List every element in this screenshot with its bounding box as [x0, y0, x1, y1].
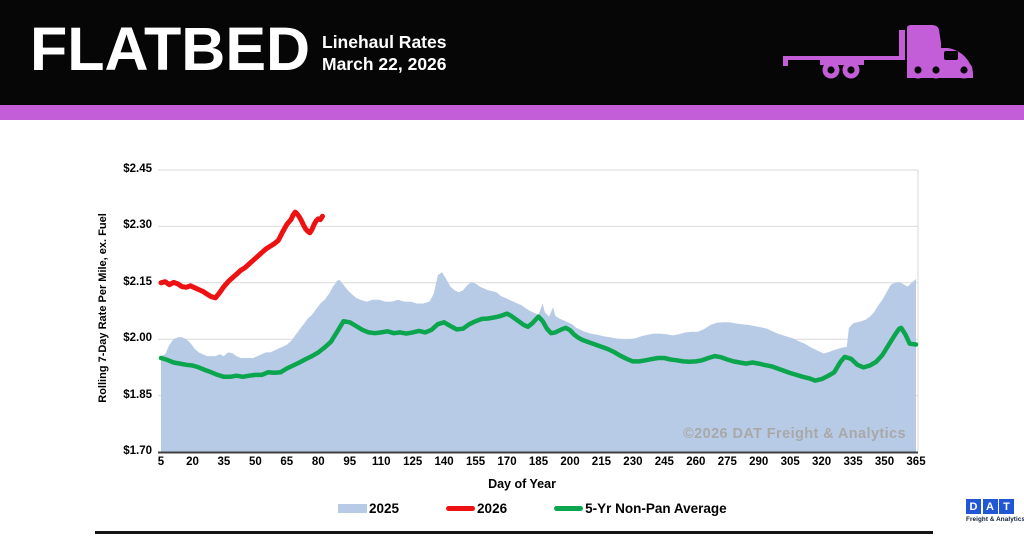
x-tick-label: 245 — [654, 456, 674, 468]
legend-label-2025: 2025 — [369, 501, 400, 516]
dat-logo: D A T Freight & Analytics — [966, 499, 1024, 523]
header-subtitle: Linehaul Rates March 22, 2026 — [322, 31, 447, 75]
series-line-2026 — [158, 209, 325, 301]
y-tick-label: $1.85 — [123, 388, 152, 401]
dat-logo-squares: D A T — [966, 499, 1016, 514]
x-tick-label: 200 — [560, 456, 580, 468]
dat-logo-square-d: D — [966, 499, 981, 514]
x-tick-label: 20 — [186, 456, 199, 468]
subtitle-line-1: Linehaul Rates — [322, 32, 447, 52]
x-tick-label: 170 — [497, 456, 517, 468]
y-tick-label: $1.70 — [123, 445, 152, 457]
bottom-border-line — [95, 531, 933, 534]
y-tick-label: $2.15 — [123, 275, 152, 288]
header-bar: FLATBED Linehaul Rates March 22, 2026 — [0, 0, 1024, 105]
x-tick-label: 260 — [686, 456, 706, 468]
x-tick-label: 365 — [906, 456, 926, 468]
y-tick-label: $2.00 — [123, 332, 152, 345]
chart-legend: 2025 2026 5-Yr Non-Pan Average — [338, 501, 727, 516]
x-tick-label: 230 — [623, 456, 643, 468]
dat-logo-caption: Freight & Analytics — [966, 515, 1024, 523]
x-tick-label: 35 — [217, 456, 231, 468]
x-tick-label: 65 — [280, 456, 294, 468]
watermark: ©2026 DAT Freight & Analytics — [683, 426, 906, 442]
y-tick-label: $2.45 — [123, 163, 152, 175]
dat-logo-square-t: T — [999, 499, 1014, 514]
x-tick-label: 290 — [749, 456, 769, 468]
dat-logo-square-a: A — [982, 499, 998, 514]
legend-item-5yr-average: 5-Yr Non-Pan Average — [554, 501, 727, 516]
x-tick-label: 320 — [812, 456, 832, 468]
purple-stripe — [0, 105, 1024, 120]
x-tick-label: 155 — [466, 456, 486, 468]
x-axis-title: Day of Year — [488, 477, 556, 491]
legend-label-2026: 2026 — [477, 501, 508, 516]
legend-swatch-5yr-average — [554, 506, 584, 511]
x-tick-label: 350 — [874, 456, 895, 468]
x-tick-label: 110 — [371, 456, 391, 468]
legend-item-2026: 2026 — [446, 501, 507, 516]
legend-label-5yr-average: 5-Yr Non-Pan Average — [585, 501, 727, 516]
x-tick-label: 275 — [717, 456, 737, 468]
x-tick-label: 125 — [403, 456, 423, 468]
x-tick-label: 215 — [591, 456, 611, 468]
y-axis-title: Rolling 7-Day Rate Per Mile, ex. Fuel — [97, 213, 109, 403]
x-tick-label: 80 — [311, 456, 325, 468]
legend-swatch-2026 — [446, 506, 476, 511]
x-tick-label: 140 — [434, 456, 454, 468]
subtitle-line-2: March 22, 2026 — [322, 54, 447, 74]
legend-item-2025: 2025 — [338, 501, 399, 516]
flatbed-truck-icon — [783, 25, 973, 79]
page-title: FLATBED — [30, 15, 311, 83]
x-tick-label: 185 — [528, 456, 549, 468]
x-tick-label: 50 — [248, 456, 262, 468]
x-tick-label: 95 — [343, 456, 357, 468]
x-tick-label: 305 — [780, 456, 800, 468]
legend-swatch-2025 — [338, 504, 367, 513]
series-line-5-Yr Non-Pan Average — [158, 311, 919, 383]
y-tick-label: $2.30 — [123, 219, 152, 232]
x-tick-label: 5 — [157, 456, 165, 468]
x-tick-label: 335 — [843, 456, 863, 468]
